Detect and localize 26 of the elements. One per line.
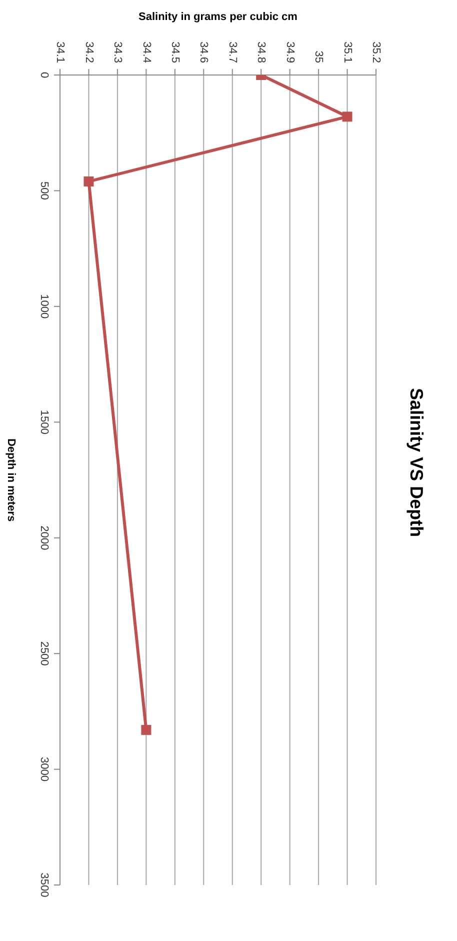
x-tick-label: 34.4 (140, 42, 152, 63)
y-tick-label: 500 (38, 182, 50, 200)
y-tick-label: 2500 (38, 641, 50, 666)
y-tick-label: 1000 (38, 294, 50, 319)
y-tick-label: 3500 (38, 872, 50, 898)
y-tick-label: 2000 (38, 526, 50, 550)
x-axis-title: Salinity in grams per cubic cm (138, 10, 298, 23)
y-tick-label: 1500 (38, 410, 50, 434)
x-tick-label: 35.1 (341, 42, 354, 63)
text: Salinity VS Depth (406, 388, 426, 538)
y-axis-title: Depth in meters (5, 438, 18, 522)
point (342, 112, 352, 122)
x-tick-label: 34.8 (255, 42, 268, 63)
x-tick-label: 34.9 (284, 42, 296, 63)
x-tick-label: 34.7 (226, 42, 238, 63)
y-tick-label: 3000 (38, 757, 50, 782)
x-tick-label: 34.3 (112, 42, 124, 63)
y-tick-label: 0 (38, 72, 50, 78)
x-tick-label: 34.6 (198, 42, 210, 63)
x-tick-label: 34.1 (54, 42, 66, 63)
x-tick-label: 35.2 (370, 42, 382, 63)
x-tick-label: 34.5 (169, 42, 182, 63)
point (141, 724, 152, 735)
point (84, 176, 94, 186)
x-tick-label: 34.2 (82, 42, 95, 63)
x-tick-label: 35 (312, 50, 325, 63)
